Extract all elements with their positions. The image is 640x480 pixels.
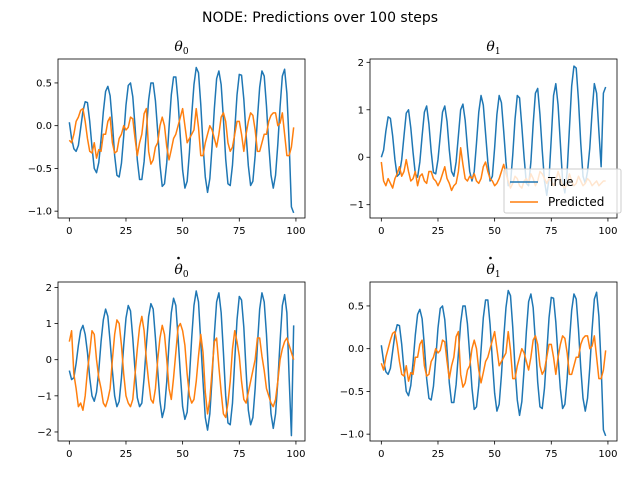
subplot-theta1: θ1 0 25 50 75 100 −1 0 1 2 True Predicted [349, 39, 622, 237]
x-tick-label: 50 [176, 226, 189, 237]
series-line-true [380, 65, 607, 196]
x-tick-label: 50 [176, 449, 189, 460]
x-tick-label: 50 [488, 226, 501, 237]
y-tick-label: 0.5 [36, 78, 52, 89]
axes-frame [369, 281, 618, 442]
subplot-theta0-dot: θ0 0 25 50 75 100 −2 −1 0 1 2 [37, 256, 306, 460]
series-line-predicted [380, 330, 607, 388]
x-tick-label: 0 [66, 226, 72, 237]
x-tick-label: 100 [286, 226, 305, 237]
y-tick-label: 1 [46, 319, 52, 330]
y-tick-label: −2 [37, 427, 52, 438]
subplot-title: θ1 [486, 39, 500, 57]
y-tick-label: 0.0 [36, 121, 52, 132]
x-tick-label: 25 [120, 226, 133, 237]
x-tick-label: 0 [66, 449, 72, 460]
y-tick-label: 0.5 [348, 301, 364, 312]
y-tick-label: −1.0 [28, 207, 52, 218]
axes-frame [369, 58, 618, 219]
y-tick-label: −1 [349, 200, 364, 211]
figure-suptitle: NODE: Predictions over 100 steps [202, 10, 438, 26]
y-tick-label: 2 [46, 283, 52, 294]
series-line-predicted [68, 107, 295, 165]
series-line-predicted [68, 315, 295, 419]
y-tick-label: −0.5 [340, 387, 364, 398]
axes-frame [57, 58, 306, 219]
x-tick-label: 50 [488, 449, 501, 460]
legend-label: Predicted [548, 195, 604, 209]
y-tick-label: 0 [46, 355, 52, 366]
x-tick-label: 100 [286, 449, 305, 460]
x-tick-label: 25 [432, 226, 445, 237]
legend: True Predicted [503, 168, 622, 214]
subplot-title: θ1 [486, 262, 500, 280]
series-line-true [68, 290, 295, 437]
derivative-dot-mark [489, 256, 492, 260]
axes-frame [57, 281, 306, 442]
y-tick-label: 0 [358, 153, 364, 164]
subplot-theta0: θ0 0 25 50 75 100 −1.0 −0.5 0.0 0.5 [28, 39, 306, 237]
x-tick-label: 75 [545, 449, 558, 460]
x-tick-label: 0 [378, 226, 384, 237]
x-tick-label: 0 [378, 449, 384, 460]
y-tick-label: 2 [358, 58, 364, 69]
x-tick-label: 100 [598, 226, 617, 237]
x-tick-label: 75 [233, 449, 246, 460]
x-tick-label: 25 [120, 449, 133, 460]
x-tick-label: 25 [432, 449, 445, 460]
legend-label: True [547, 175, 574, 189]
x-tick-label: 100 [598, 449, 617, 460]
y-tick-label: 0.0 [348, 344, 364, 355]
x-tick-label: 75 [233, 226, 246, 237]
x-tick-label: 75 [545, 226, 558, 237]
y-tick-label: −0.5 [28, 164, 52, 175]
y-tick-label: 1 [358, 105, 364, 116]
y-tick-label: −1.0 [340, 430, 364, 441]
subplot-title: θ0 [174, 262, 188, 280]
derivative-dot-mark [177, 256, 180, 260]
y-tick-label: −1 [37, 391, 52, 402]
subplot-title: θ0 [174, 39, 188, 57]
subplot-theta1-dot: θ1 0 25 50 75 100 −1.0 −0.5 0.0 0.5 [340, 256, 618, 460]
